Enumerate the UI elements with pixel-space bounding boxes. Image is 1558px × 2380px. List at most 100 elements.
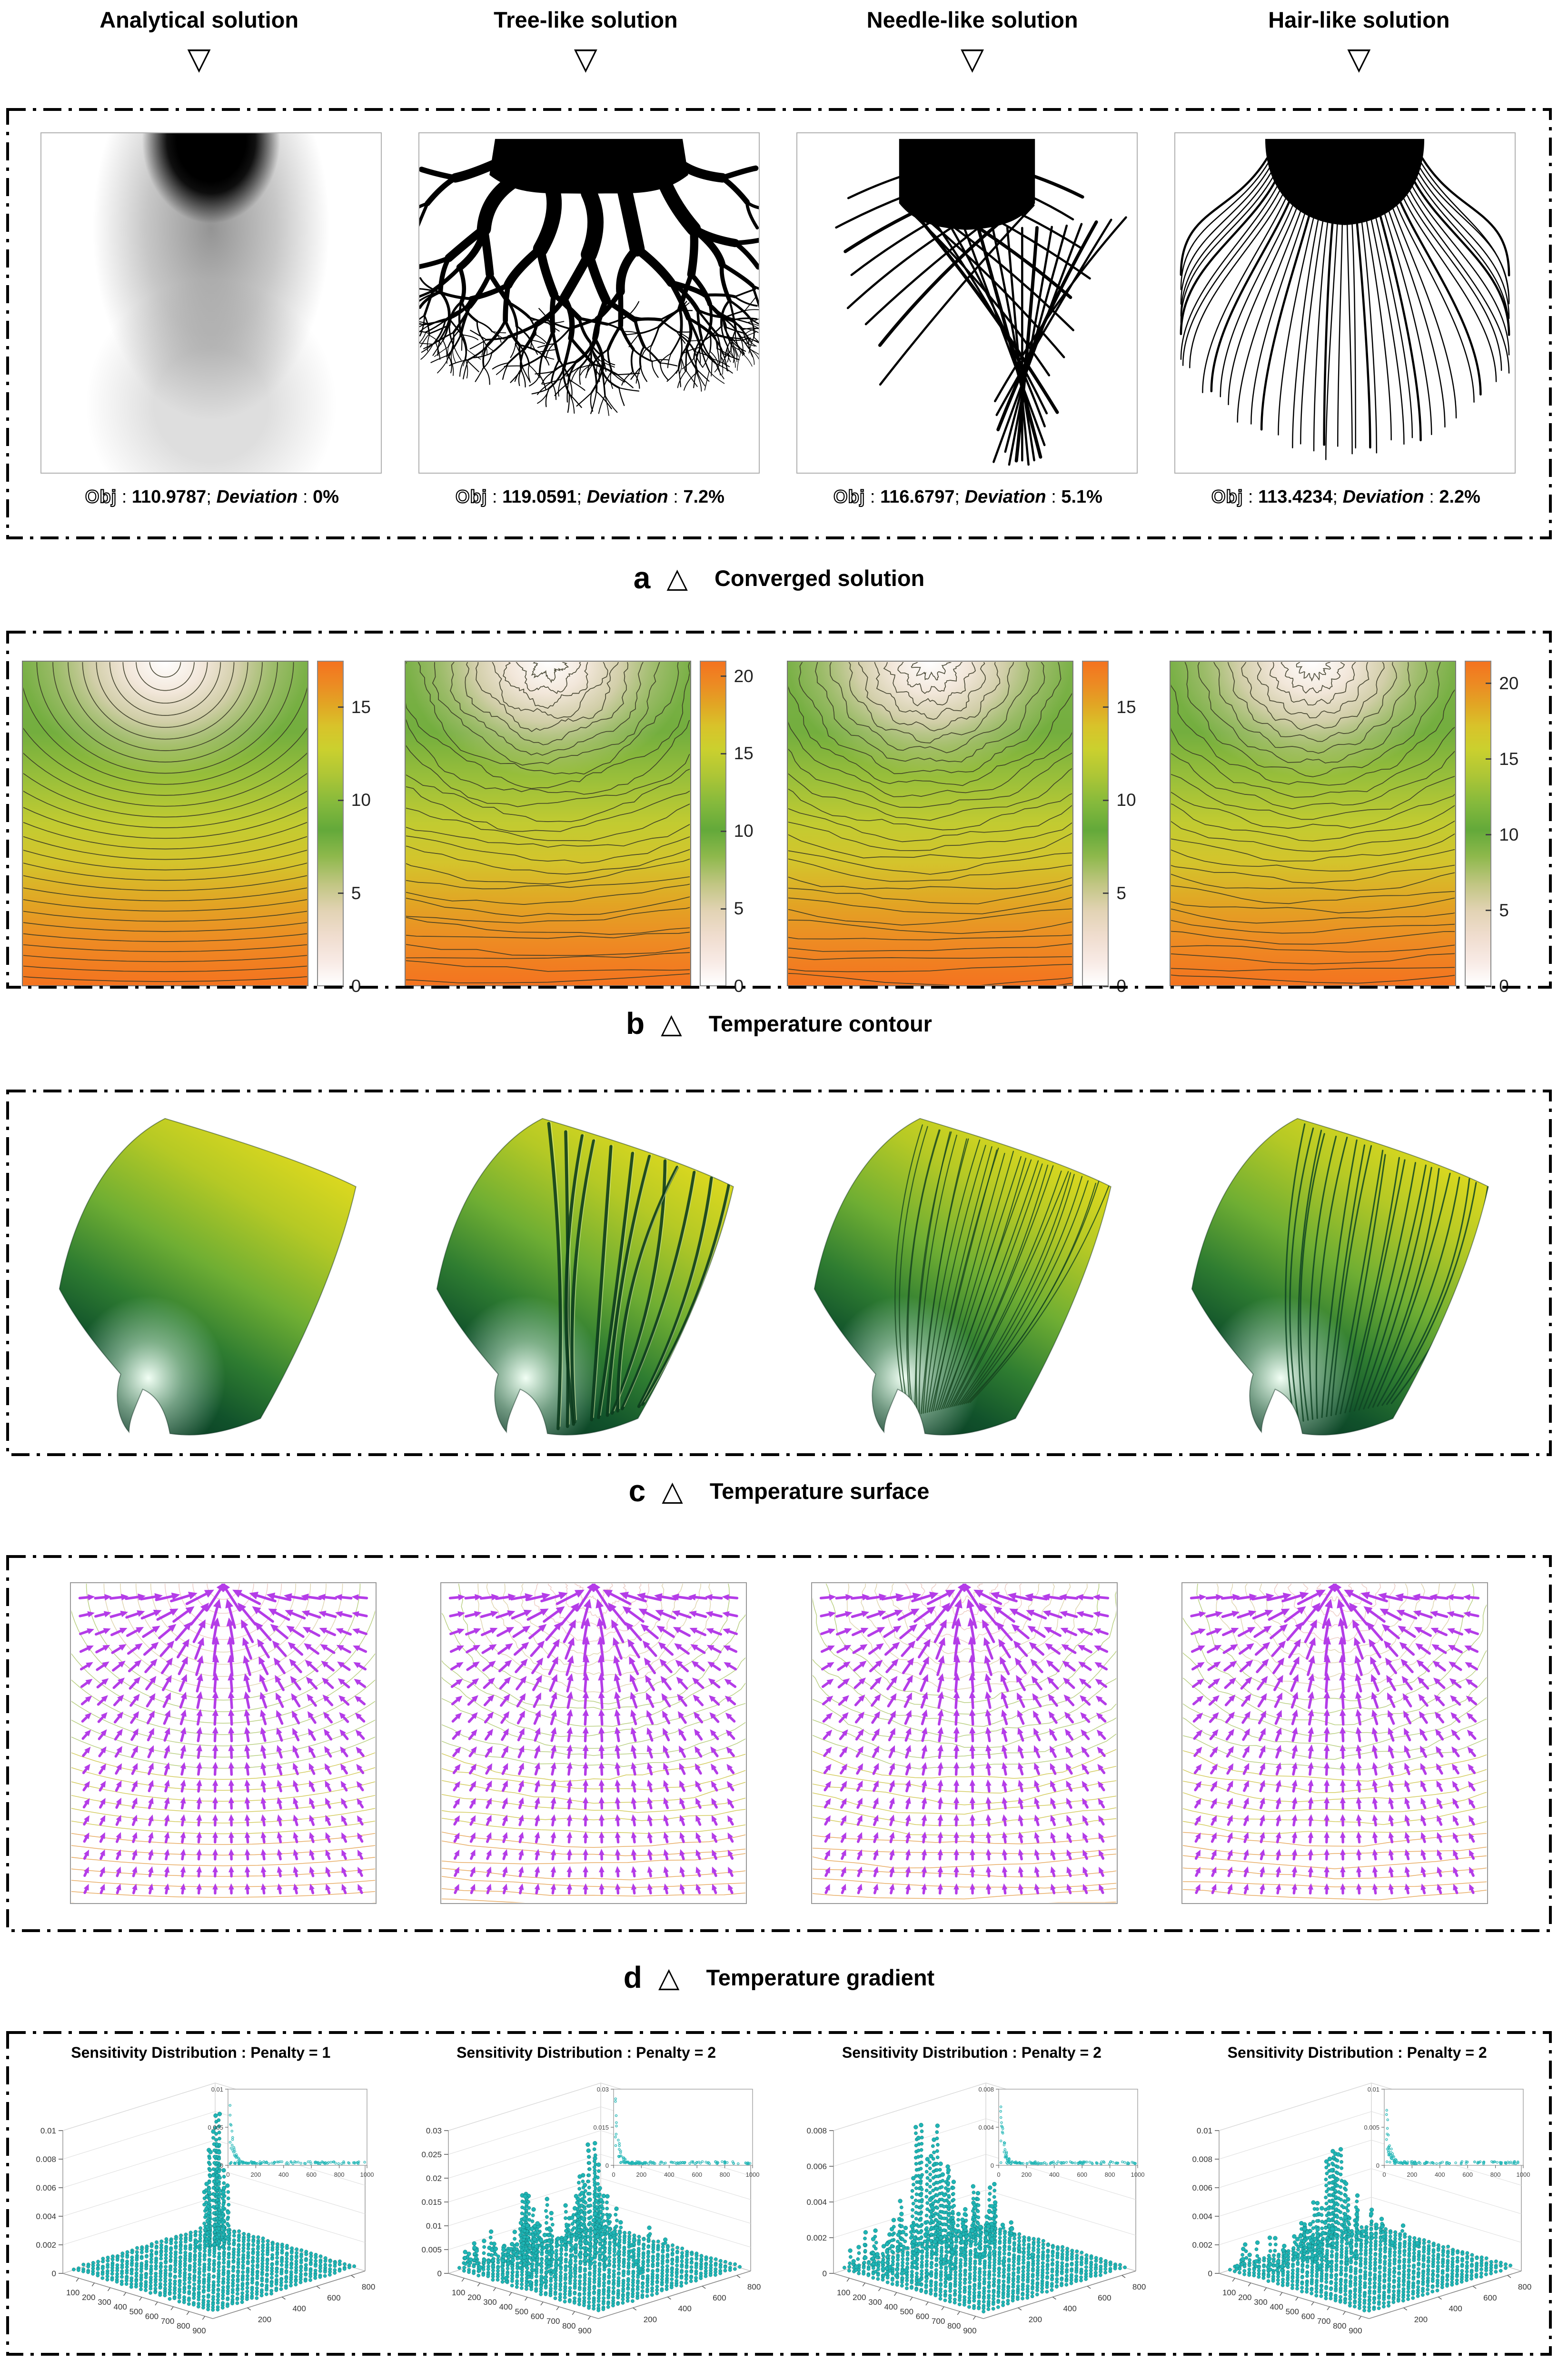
separator: : (1046, 487, 1062, 507)
deviation-label: Deviation (586, 487, 668, 507)
quiver-svg (71, 1584, 375, 1903)
panel-d-caption: d △ Temperature gradient (0, 1949, 1558, 2006)
separator: ; (1332, 487, 1343, 507)
colorbar-gradient (1465, 661, 1492, 986)
colorbar-tick-label: 15 (351, 697, 371, 717)
down-triangle-icon: ▽ (961, 41, 984, 76)
svg-text:0.005: 0.005 (421, 2245, 442, 2254)
deviation-value: 7.2% (683, 487, 724, 507)
svg-text:0.006: 0.006 (36, 2183, 56, 2192)
colorbar-tick-label: 5 (734, 899, 744, 919)
svg-text:200: 200 (643, 2315, 656, 2324)
colorbar-tick-mark (337, 799, 344, 801)
separator: : (1243, 487, 1259, 507)
material-svg (419, 139, 759, 416)
sensitivity-scatter3d: 0.01 0.008 0.006 0.004 0.002 0 100 200 300 400 500… (13, 2062, 389, 2347)
separator: : (668, 487, 684, 507)
svg-text:0.008: 0.008 (36, 2155, 56, 2164)
temperature-contour-plot (404, 661, 691, 986)
svg-text:200: 200 (258, 2315, 271, 2324)
svg-text:600: 600 (713, 2293, 726, 2302)
sensitivity-svg: 0.0080.0060.0040.00201002003004005006007… (807, 2082, 1146, 2335)
converged-cell-tree: Obj : 119.0591; Deviation : 7.2% (418, 132, 762, 507)
colorbar: 20 15 10 5 0 (1465, 661, 1536, 996)
separator: ; (576, 487, 587, 507)
colorbar-tick-mark (337, 706, 344, 708)
obj-label: Obj (85, 486, 117, 507)
sensitivity-cell-2: Sensitivity Distribution : Penalty = 2 0… (396, 2037, 777, 2347)
colorbar-tick-label: 15 (734, 744, 754, 764)
svg-text:0.025: 0.025 (421, 2150, 442, 2159)
colorbar-gradient (1082, 661, 1109, 986)
obj-value: 113.4234 (1258, 487, 1333, 507)
temperature-contour-plot (1170, 661, 1457, 986)
colorbar-tick-label: 10 (734, 821, 754, 841)
svg-text:800: 800 (747, 2282, 761, 2291)
colorbar-tick-mark (1486, 683, 1492, 684)
down-triangle-icon: ▽ (1347, 41, 1371, 76)
column-header-hair: Hair-like solution ▽ (1166, 7, 1552, 74)
svg-text:0.01: 0.01 (40, 2126, 56, 2135)
svg-text:600: 600 (530, 2312, 544, 2321)
deviation-value: 0% (313, 487, 339, 507)
svg-text:800: 800 (334, 2171, 345, 2178)
svg-text:800: 800 (362, 2282, 375, 2291)
temperature-gradient-plot (811, 1582, 1118, 1904)
column-header-analytical: Analytical solution ▽ (6, 7, 392, 74)
up-triangle-icon: △ (661, 1008, 682, 1039)
temperature-contour-plot (787, 661, 1074, 986)
colorbar-tick-mark (1103, 892, 1109, 894)
panel-title: Temperature contour (708, 1011, 932, 1036)
panel-title: Temperature gradient (706, 1964, 935, 1990)
svg-text:0.03: 0.03 (426, 2126, 442, 2135)
contour-cell-needle: 15 10 5 0 (787, 661, 1153, 996)
colorbar-tick-mark (1103, 985, 1109, 987)
panel-letter: c (628, 1474, 646, 1508)
svg-text:400: 400 (292, 2304, 306, 2313)
temperature-surface-plot (420, 1101, 761, 1442)
separator: : (1424, 487, 1439, 507)
colorbar-tick-mark (720, 830, 726, 832)
colorbar-tick-mark (337, 892, 344, 894)
svg-text:600: 600 (306, 2171, 317, 2178)
panel-temperature-gradient (6, 1555, 1552, 1933)
contour-svg (22, 662, 308, 985)
panel-sensitivity-distribution: Sensitivity Distribution : Penalty = 1 0… (6, 2031, 1552, 2356)
svg-text:0.02: 0.02 (426, 2174, 442, 2183)
colorbar-tick-mark (1486, 758, 1492, 760)
column-title: Analytical solution (99, 7, 299, 32)
svg-text:500: 500 (515, 2307, 528, 2316)
svg-text:700: 700 (546, 2317, 560, 2326)
svg-text:700: 700 (161, 2317, 174, 2326)
quiver-svg (442, 1584, 746, 1903)
colorbar-tick-mark (1103, 706, 1109, 708)
material-svg (835, 139, 1127, 466)
panel-a-caption: a △ Converged solution (0, 549, 1558, 606)
svg-text:300: 300 (98, 2298, 111, 2307)
obj-label: Obj (455, 486, 487, 507)
colorbar-tick-label: 5 (1116, 883, 1126, 903)
deviation-label: Deviation (964, 487, 1046, 507)
column-headers: Analytical solution ▽ Tree-like solution… (6, 7, 1552, 74)
svg-text:100: 100 (66, 2288, 79, 2297)
colorbar-tick-label: 5 (1499, 900, 1509, 920)
sensitivity-scatter3d: 0.008 0.006 0.004 0.002 0 100 200 300 400 500 600 7… (784, 2062, 1160, 2347)
svg-text:0.015: 0.015 (421, 2198, 442, 2207)
svg-text:0: 0 (226, 2171, 229, 2178)
separator: : (487, 487, 503, 507)
panel-converged-solution: Obj : 110.9787; Deviation : 0% Obj : 119… (6, 108, 1552, 540)
colorbar-gradient (699, 661, 726, 986)
panel-title: Converged solution (714, 565, 925, 591)
material-image-tree (418, 132, 760, 474)
sensitivity-cell-3: Sensitivity Distribution : Penalty = 2 0… (781, 2037, 1162, 2347)
colorbar: 15 10 5 0 (1082, 661, 1153, 996)
panel-letter: d (623, 1960, 642, 1994)
colorbar-tick-label: 15 (1116, 697, 1136, 717)
svg-text:0.01: 0.01 (211, 2086, 223, 2093)
colorbar-tick-label: 5 (351, 883, 361, 903)
svg-text:0: 0 (437, 2269, 441, 2278)
svg-text:500: 500 (129, 2307, 142, 2316)
sensitivity-svg: 0.010.0080.0060.0040.0020100200300400500… (1192, 2082, 1531, 2335)
temperature-contour-plot (21, 661, 308, 986)
